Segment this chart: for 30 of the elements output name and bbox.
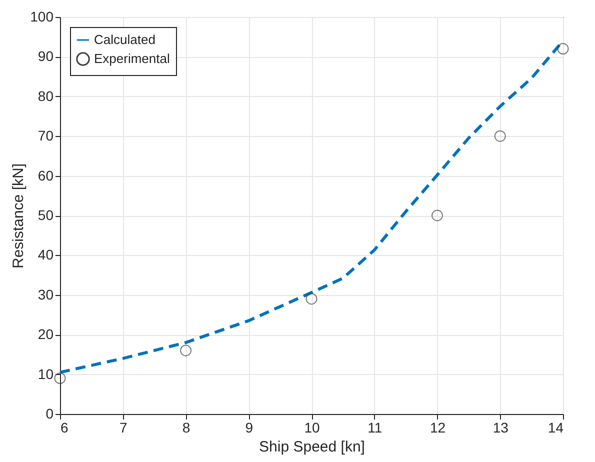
- y-axis-title: Resistance [kN]: [10, 163, 28, 269]
- legend-label: Calculated: [94, 32, 156, 47]
- point: [54, 372, 66, 384]
- point: [557, 43, 569, 54]
- legend-label: Experimental: [94, 51, 170, 66]
- y-tick-label: 10: [38, 366, 54, 382]
- y-tick-label: 70: [38, 128, 54, 144]
- y-tick-label: 30: [38, 286, 54, 302]
- x-tick-label: 10: [304, 420, 320, 436]
- x-tick-label: 8: [182, 420, 190, 436]
- x-tick-label: 9: [245, 420, 254, 436]
- x-tick-label: 11: [368, 420, 382, 436]
- y-tick-label: 20: [38, 326, 54, 342]
- y-tick-label: 90: [38, 48, 54, 64]
- x-tick-label: 14: [548, 420, 564, 436]
- x-tick-label: 12: [430, 420, 446, 436]
- point: [432, 210, 443, 222]
- point: [180, 344, 192, 356]
- x-tick-label: 13: [492, 420, 509, 436]
- x-tick-label: 6: [60, 420, 68, 436]
- y-tick-label: 40: [38, 246, 54, 263]
- y-tick-label: 0: [46, 406, 54, 422]
- point: [494, 130, 506, 142]
- y-tick-label: 80: [38, 88, 54, 104]
- x-tick-label: 7: [119, 420, 128, 436]
- x-axis-title: Ship Speed [kn]: [259, 438, 365, 456]
- point: [306, 293, 318, 305]
- y-tick-label: 60: [38, 167, 54, 184]
- y-tick-label: 100: [30, 8, 54, 24]
- y-tick-label: 50: [38, 207, 54, 223]
